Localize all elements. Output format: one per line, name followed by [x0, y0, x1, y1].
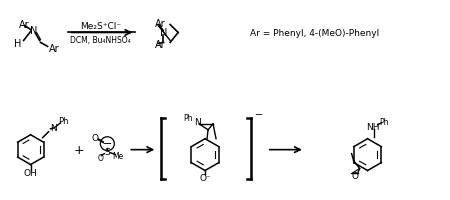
Text: Ar: Ar	[18, 19, 29, 29]
Text: DCM, Bu₄NHSO₄: DCM, Bu₄NHSO₄	[70, 36, 130, 45]
Text: NH: NH	[366, 123, 379, 132]
Text: O: O	[92, 134, 99, 143]
Text: +: +	[73, 143, 84, 156]
Text: O: O	[351, 171, 358, 180]
Text: N: N	[30, 26, 37, 36]
Text: N: N	[194, 118, 200, 127]
Text: Ph: Ph	[58, 117, 69, 126]
Text: S: S	[104, 147, 110, 156]
Text: Ar: Ar	[155, 40, 166, 50]
Text: Ar = Phenyl, 4-(MeO)-Phenyl: Ar = Phenyl, 4-(MeO)-Phenyl	[250, 29, 379, 38]
Text: N: N	[159, 28, 167, 38]
Text: H: H	[14, 39, 21, 49]
Text: Ph: Ph	[379, 118, 389, 127]
Text: O: O	[98, 153, 104, 162]
Text: Ph: Ph	[184, 114, 193, 123]
Text: OH: OH	[24, 168, 37, 177]
Text: Me₂S⁺Cl⁻: Me₂S⁺Cl⁻	[80, 22, 121, 31]
Text: Me: Me	[112, 151, 124, 160]
Text: O⁻: O⁻	[199, 173, 211, 182]
Text: N: N	[50, 124, 57, 133]
Text: Ar: Ar	[155, 18, 166, 28]
Text: Ar: Ar	[49, 44, 59, 54]
Text: −: −	[103, 138, 112, 148]
Text: −: −	[255, 109, 263, 119]
